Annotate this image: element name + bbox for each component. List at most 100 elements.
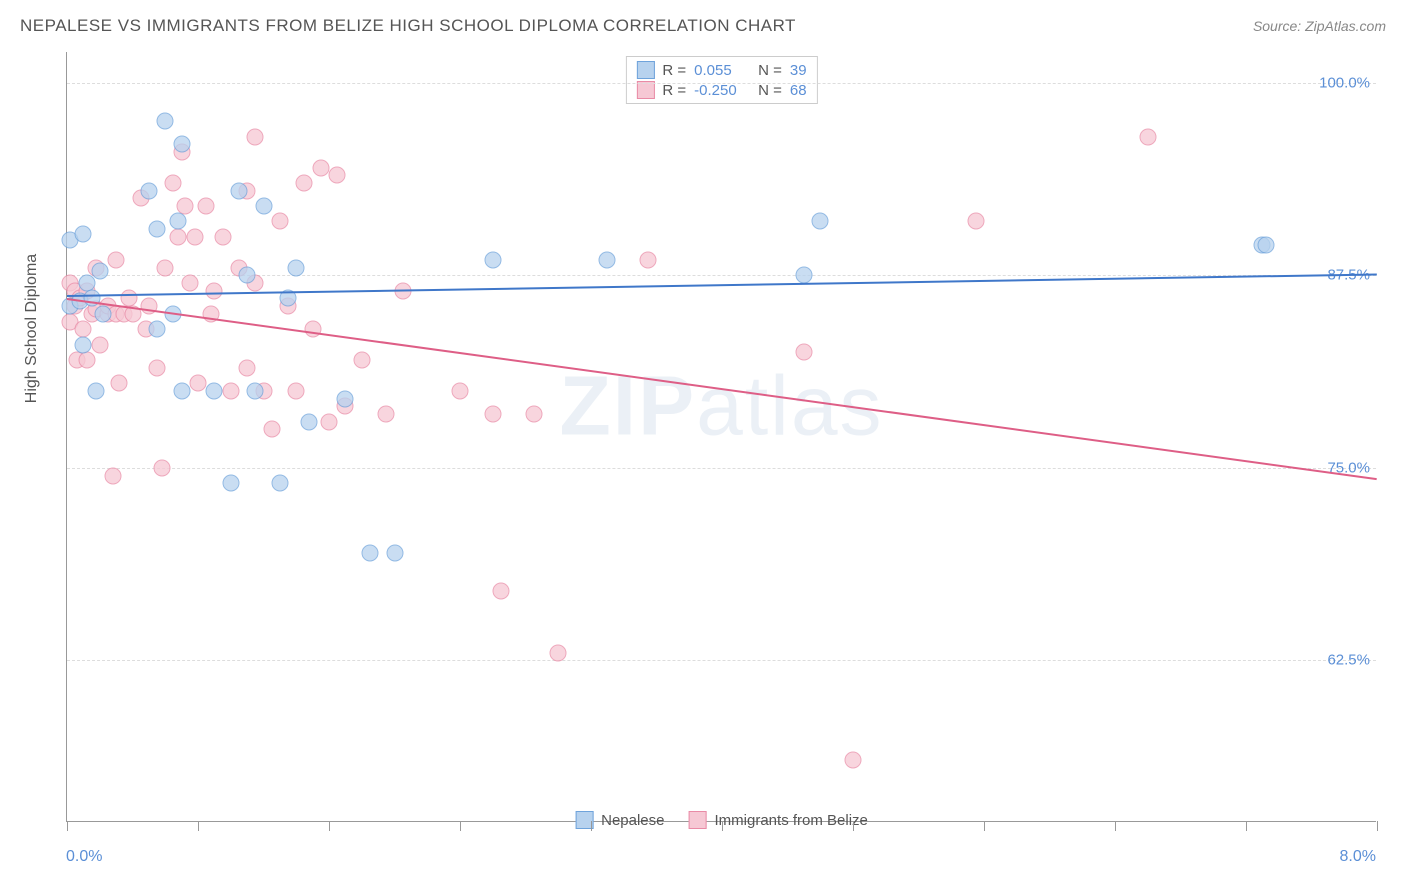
data-point: [95, 305, 112, 322]
data-point: [288, 382, 305, 399]
gridline: [67, 83, 1376, 84]
y-axis-title: High School Diploma: [23, 254, 41, 403]
data-point: [88, 382, 105, 399]
x-tick: [460, 821, 461, 831]
x-tick: [853, 821, 854, 831]
data-point: [222, 475, 239, 492]
x-tick: [67, 821, 68, 831]
r-value-nepalese: 0.055: [694, 62, 750, 79]
x-tick: [722, 821, 723, 831]
data-point: [288, 259, 305, 276]
data-point: [1257, 236, 1274, 253]
data-point: [78, 275, 95, 292]
data-point: [149, 321, 166, 338]
data-point: [186, 228, 203, 245]
x-tick: [329, 821, 330, 831]
data-point: [170, 213, 187, 230]
data-point: [75, 336, 92, 353]
data-point: [230, 182, 247, 199]
data-point: [640, 251, 657, 268]
y-tick-label: 62.5%: [1327, 652, 1370, 669]
n-value-belize: 68: [790, 82, 807, 99]
data-point: [378, 405, 395, 422]
data-point: [165, 174, 182, 191]
x-tick: [1377, 821, 1378, 831]
data-point: [153, 459, 170, 476]
legend-item-nepalese: Nepalese: [575, 811, 664, 829]
data-point: [190, 375, 207, 392]
data-point: [271, 475, 288, 492]
data-point: [121, 290, 138, 307]
data-point: [296, 174, 313, 191]
x-tick: [1115, 821, 1116, 831]
legend-swatch-nepalese: [636, 61, 654, 79]
data-point: [140, 182, 157, 199]
data-point: [108, 251, 125, 268]
x-axis-max-label: 8.0%: [1340, 848, 1376, 866]
data-point: [795, 344, 812, 361]
data-point: [170, 228, 187, 245]
data-point: [301, 413, 318, 430]
data-point: [550, 644, 567, 661]
data-point: [247, 382, 264, 399]
data-point: [149, 359, 166, 376]
data-point: [111, 375, 128, 392]
data-point: [149, 221, 166, 238]
data-point: [271, 213, 288, 230]
n-value-nepalese: 39: [790, 62, 807, 79]
data-point: [173, 136, 190, 153]
data-point: [329, 167, 346, 184]
x-tick: [591, 821, 592, 831]
data-point: [452, 382, 469, 399]
data-point: [967, 213, 984, 230]
data-point: [492, 583, 509, 600]
source-attribution: Source: ZipAtlas.com: [1253, 18, 1386, 34]
data-point: [812, 213, 829, 230]
x-tick: [198, 821, 199, 831]
legend-swatch-belize: [689, 811, 707, 829]
data-point: [104, 467, 121, 484]
watermark-light: atlas: [696, 358, 883, 452]
data-point: [484, 251, 501, 268]
data-point: [263, 421, 280, 438]
correlation-legend: R = 0.055 N = 39 R = -0.250 N = 68: [625, 56, 817, 104]
data-point: [795, 267, 812, 284]
legend-label: Nepalese: [601, 812, 664, 829]
r-value-belize: -0.250: [694, 82, 750, 99]
data-point: [157, 259, 174, 276]
data-point: [206, 282, 223, 299]
chart-title: NEPALESE VS IMMIGRANTS FROM BELIZE HIGH …: [20, 16, 796, 36]
data-point: [222, 382, 239, 399]
y-tick-label: 100.0%: [1319, 74, 1370, 91]
gridline: [67, 468, 1376, 469]
x-axis-min-label: 0.0%: [66, 848, 102, 866]
data-point: [91, 336, 108, 353]
r-label: R =: [662, 82, 686, 99]
n-label: N =: [758, 62, 782, 79]
data-point: [321, 413, 338, 430]
data-point: [361, 544, 378, 561]
header: NEPALESE VS IMMIGRANTS FROM BELIZE HIGH …: [20, 16, 1386, 36]
data-point: [91, 262, 108, 279]
x-tick: [1246, 821, 1247, 831]
data-point: [845, 752, 862, 769]
data-point: [337, 390, 354, 407]
x-tick: [984, 821, 985, 831]
data-point: [599, 251, 616, 268]
data-point: [525, 405, 542, 422]
r-label: R =: [662, 62, 686, 79]
legend-row-nepalese: R = 0.055 N = 39: [636, 61, 806, 79]
data-point: [484, 405, 501, 422]
data-point: [239, 267, 256, 284]
data-point: [78, 352, 95, 369]
data-point: [157, 113, 174, 130]
gridline: [67, 660, 1376, 661]
data-point: [206, 382, 223, 399]
trend-line: [67, 274, 1377, 298]
data-point: [386, 544, 403, 561]
data-point: [304, 321, 321, 338]
data-point: [255, 198, 272, 215]
chart-area: High School Diploma ZIPatlas R = 0.055 N…: [20, 44, 1386, 864]
data-point: [353, 352, 370, 369]
data-point: [181, 275, 198, 292]
